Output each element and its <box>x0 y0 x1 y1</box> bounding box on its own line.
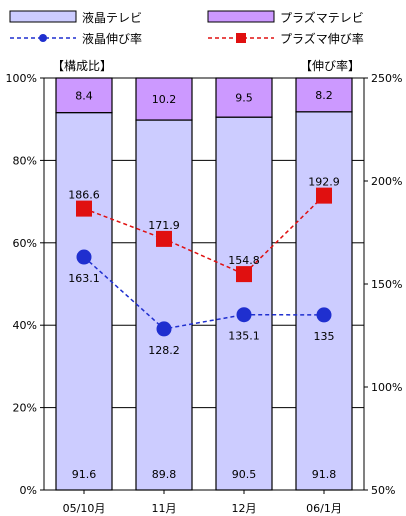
x-tick-label: 06/1月 <box>306 502 342 515</box>
bar-value-label: 8.2 <box>315 89 333 102</box>
line-point <box>236 307 252 323</box>
legend-swatch <box>207 10 275 23</box>
line-value-label: 192.9 <box>308 176 340 189</box>
bar-segment <box>215 116 273 491</box>
left-tick-label: 60% <box>13 237 37 250</box>
legend-label: 液晶テレビ <box>82 10 142 25</box>
line-value-label: 128.2 <box>148 344 180 357</box>
line-series <box>83 195 325 276</box>
legend-marker <box>39 34 47 42</box>
bar-value-label: 10.2 <box>152 93 177 106</box>
line-value-label: 154.8 <box>228 254 260 267</box>
bar-value-label: 89.8 <box>152 468 177 481</box>
right-tick-label: 200% <box>371 175 402 188</box>
line-point <box>156 230 172 247</box>
bar-segment <box>295 111 353 491</box>
line-point <box>316 307 332 323</box>
right-tick-label: 50% <box>371 484 395 497</box>
line-value-label: 186.6 <box>68 189 100 202</box>
bar-segment <box>135 77 193 121</box>
bar-segment <box>215 77 273 118</box>
left-tick-label: 20% <box>13 402 37 415</box>
plot-area: 0% 20% 40% 60% 80% 100% 50% 100% 150% 200% 250% 05/… <box>6 72 403 515</box>
legend-label: 液晶伸び率 <box>82 31 142 46</box>
bar-segment <box>135 119 193 491</box>
x-tick-label: 11月 <box>152 502 177 515</box>
bar-value-label: 90.5 <box>232 468 257 481</box>
line-value-label: 171.9 <box>148 219 180 232</box>
bar-value-label: 91.6 <box>72 468 97 481</box>
x-tick-label: 05/10月 <box>63 502 106 515</box>
right-axis-title: 【伸び率】 <box>300 58 360 73</box>
legend-label: プラズマ伸び率 <box>280 31 364 46</box>
left-axis-title: 【構成比】 <box>52 59 112 73</box>
line-series <box>83 256 325 330</box>
left-tick-label: 80% <box>13 154 37 167</box>
bar-segment <box>55 112 113 491</box>
line-point <box>236 266 252 283</box>
right-tick-label: 250% <box>371 72 402 85</box>
left-tick-label: 0% <box>20 484 37 497</box>
line-point <box>156 321 172 337</box>
line-value-label: 135 <box>314 330 335 343</box>
line-value-label: 135.1 <box>228 330 260 343</box>
line-value-label: 163.1 <box>68 272 100 285</box>
left-tick-label: 100% <box>6 72 37 85</box>
bar-value-label: 9.5 <box>235 92 253 105</box>
bar-value-label: 91.8 <box>312 468 337 481</box>
legend-swatch <box>9 10 77 23</box>
line-point <box>76 200 92 217</box>
right-tick-label: 100% <box>371 381 402 394</box>
legend-marker <box>236 33 246 43</box>
line-point <box>76 249 92 265</box>
bar-value-label: 8.4 <box>75 89 93 102</box>
left-tick-label: 40% <box>13 319 37 332</box>
line-point <box>316 187 332 204</box>
legend-label: プラズマテレビ <box>280 10 364 25</box>
x-tick-label: 12月 <box>232 502 257 515</box>
right-tick-label: 150% <box>371 278 402 291</box>
